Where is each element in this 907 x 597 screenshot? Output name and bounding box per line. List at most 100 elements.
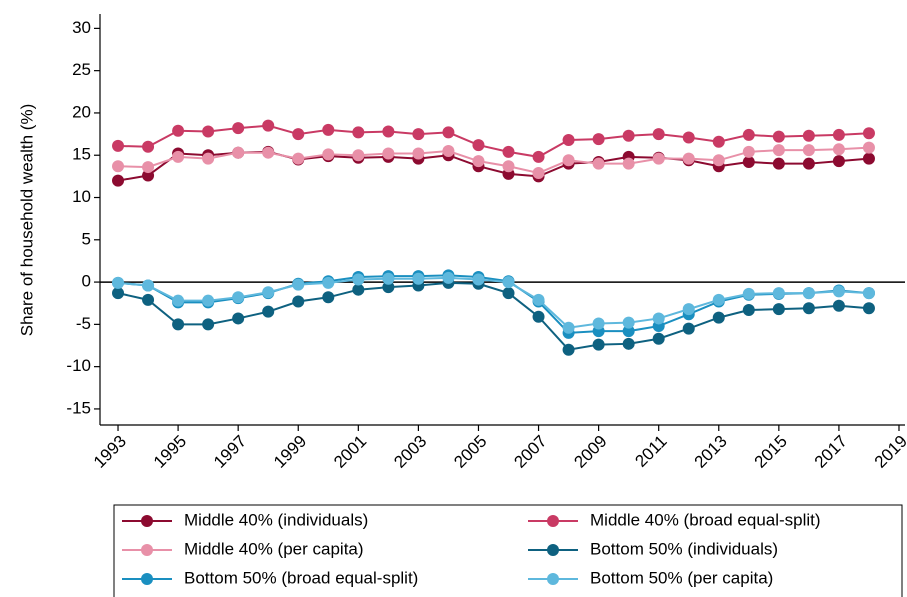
data-point (622, 157, 635, 170)
x-tick-label: 2017 (811, 432, 851, 472)
data-point (682, 152, 695, 165)
data-point (322, 123, 335, 136)
series-line (117, 274, 870, 334)
x-tick-label: 2019 (871, 432, 907, 472)
data-point (112, 160, 125, 173)
data-point (502, 160, 515, 173)
data-point (832, 299, 845, 312)
data-point (262, 119, 275, 132)
data-point (682, 303, 695, 316)
data-point (682, 322, 695, 335)
x-tick-label: 2003 (390, 432, 430, 472)
data-point (262, 305, 275, 318)
data-point (292, 152, 305, 165)
x-tick-label: 1993 (90, 432, 130, 472)
x-tick-label: 2001 (330, 432, 370, 472)
data-point (382, 125, 395, 138)
data-point (862, 287, 875, 300)
data-point (472, 155, 485, 168)
data-point (592, 157, 605, 170)
data-point (622, 129, 635, 142)
data-point (352, 283, 365, 296)
data-point (832, 285, 845, 298)
y-tick-label: 15 (72, 145, 91, 164)
legend-label: Middle 40% (individuals) (184, 510, 368, 529)
y-tick-label: 5 (82, 229, 91, 248)
data-point (502, 276, 515, 289)
data-point (592, 317, 605, 330)
data-point (562, 154, 575, 167)
data-point (292, 128, 305, 141)
data-point (772, 287, 785, 300)
data-point (142, 161, 155, 174)
y-tick-label: 30 (72, 18, 91, 37)
data-point (172, 318, 185, 331)
data-point (292, 278, 305, 291)
data-point (112, 139, 125, 152)
data-point (712, 293, 725, 306)
data-point (532, 166, 545, 179)
y-tick-label: 20 (72, 102, 91, 121)
data-point (442, 271, 455, 284)
data-point (232, 312, 245, 325)
data-point (382, 272, 395, 285)
legend-label: Middle 40% (broad equal-split) (590, 510, 821, 529)
x-tick-label: 1995 (150, 432, 190, 472)
data-point (442, 126, 455, 139)
data-point (502, 145, 515, 158)
data-point (262, 286, 275, 299)
y-tick-label: -5 (76, 314, 91, 333)
y-tick-label: 0 (82, 272, 91, 291)
data-point (862, 127, 875, 140)
data-point (382, 147, 395, 160)
legend-marker (547, 544, 559, 556)
data-point (832, 143, 845, 156)
x-tick-label: 2007 (510, 432, 550, 472)
legend-marker (141, 573, 153, 585)
data-point (652, 312, 665, 325)
data-point (772, 144, 785, 157)
y-tick-label: -10 (66, 356, 91, 375)
data-point (682, 131, 695, 144)
data-point (472, 139, 485, 152)
data-point (802, 157, 815, 170)
data-point (202, 318, 215, 331)
data-point (742, 128, 755, 141)
y-tick-label: 25 (72, 60, 91, 79)
data-point (772, 157, 785, 170)
data-point (652, 332, 665, 345)
data-point (712, 154, 725, 167)
data-point (832, 128, 845, 141)
y-tick-label: 10 (72, 187, 91, 206)
data-point (652, 128, 665, 141)
data-point (862, 141, 875, 154)
legend-label: Bottom 50% (individuals) (590, 539, 778, 558)
data-point (112, 287, 125, 300)
data-point (742, 287, 755, 300)
data-point (352, 126, 365, 139)
data-point (382, 281, 395, 294)
data-point (862, 152, 875, 165)
x-tick-label: 2011 (631, 432, 670, 471)
data-point (622, 337, 635, 350)
data-point (202, 125, 215, 138)
legend-marker (547, 573, 559, 585)
data-point (712, 135, 725, 148)
legend-label: Middle 40% (per capita) (184, 539, 364, 558)
legend-label: Bottom 50% (broad equal-split) (184, 568, 418, 587)
data-point (772, 130, 785, 143)
data-point (172, 150, 185, 163)
data-point (142, 140, 155, 153)
data-point (112, 174, 125, 187)
data-point (142, 279, 155, 292)
data-point (172, 294, 185, 307)
data-point (532, 150, 545, 163)
data-point (562, 134, 575, 147)
data-point (592, 133, 605, 146)
data-point (412, 128, 425, 141)
data-point (742, 145, 755, 158)
x-tick-label: 2005 (450, 432, 490, 472)
data-point (562, 343, 575, 356)
data-point (412, 147, 425, 160)
